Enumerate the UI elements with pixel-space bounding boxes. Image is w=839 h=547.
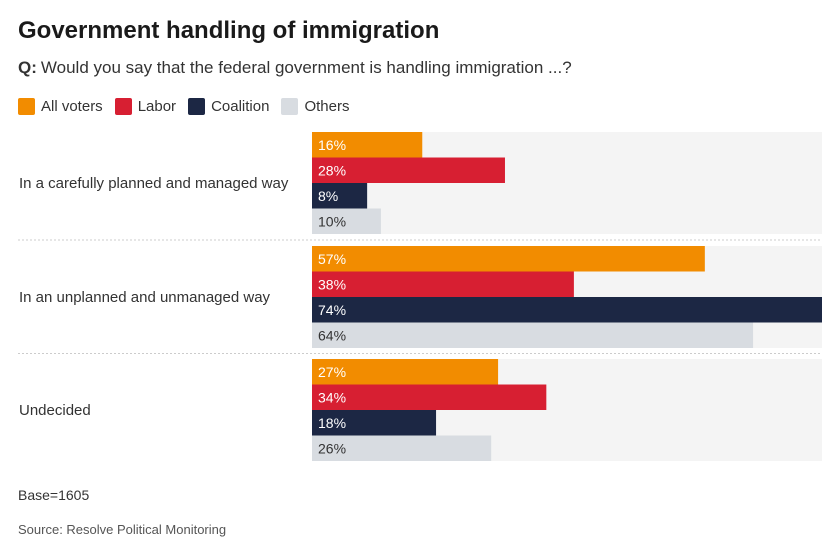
bar-coalition-in-a-carefully-planned-and-managed-way <box>312 183 368 209</box>
value-label-others-in-a-carefully-planned-and-managed-way: 10% <box>318 213 346 229</box>
legend-label-coalition: Coalition <box>211 98 270 115</box>
bar-all-voters-in-a-carefully-planned-and-managed-way <box>312 132 423 158</box>
legend-swatch-others <box>281 98 299 115</box>
value-label-coalition-undecided: 18% <box>318 415 346 431</box>
bar-others-undecided <box>312 435 492 461</box>
legend-item-labor: Labor <box>114 98 177 115</box>
question-prefix: Q: <box>18 58 37 77</box>
base-note: Base=1605 <box>18 487 90 503</box>
legend-swatch-all-voters <box>18 98 35 115</box>
value-label-others-undecided: 26% <box>318 440 346 456</box>
value-label-labor-undecided: 34% <box>318 389 346 405</box>
value-label-all-voters-undecided: 27% <box>318 364 346 380</box>
value-label-coalition-in-a-carefully-planned-and-managed-way: 8% <box>318 188 338 204</box>
value-label-others-in-an-unplanned-and-unmanaged-way: 64% <box>318 327 346 343</box>
bar-others-in-a-carefully-planned-and-managed-way <box>312 208 381 234</box>
legend-label-others: Others <box>304 98 350 115</box>
bar-all-voters-undecided <box>312 359 499 385</box>
legend-label-labor: Labor <box>137 98 177 115</box>
bar-labor-undecided <box>312 384 547 410</box>
bar-others-in-an-unplanned-and-unmanaged-way <box>312 322 754 348</box>
chart-title: Government handling of immigration <box>18 17 440 44</box>
legend-item-coalition: Coalition <box>188 98 269 115</box>
bar-coalition-in-an-unplanned-and-unmanaged-way <box>312 297 822 323</box>
question-line: Q: Would you say that the federal governm… <box>18 58 572 78</box>
category-label-in-a-carefully-planned-and-managed-way: In a carefully planned and managed way <box>19 175 289 192</box>
value-label-labor-in-a-carefully-planned-and-managed-way: 28% <box>318 162 346 178</box>
legend-label-all-voters: All voters <box>41 98 103 115</box>
bar-labor-in-an-unplanned-and-unmanaged-way <box>312 271 574 297</box>
value-label-labor-in-an-unplanned-and-unmanaged-way: 38% <box>318 276 346 292</box>
value-label-all-voters-in-an-unplanned-and-unmanaged-way: 57% <box>318 251 346 267</box>
bar-all-voters-in-an-unplanned-and-unmanaged-way <box>312 246 705 272</box>
legend-swatch-labor <box>114 98 132 115</box>
question-text: Would you say that the federal governmen… <box>40 58 572 77</box>
bar-coalition-undecided <box>312 410 437 436</box>
legend-swatch-coalition <box>188 98 206 115</box>
category-label-in-an-unplanned-and-unmanaged-way: In an unplanned and unmanaged way <box>19 289 271 306</box>
legend: All voters Labor Coalition Others <box>18 98 361 115</box>
category-label-undecided: Undecided <box>19 402 91 419</box>
legend-item-others: Others <box>281 98 349 115</box>
value-label-coalition-in-an-unplanned-and-unmanaged-way: 74% <box>318 302 346 318</box>
source-note: Source: Resolve Political Monitoring <box>18 522 227 537</box>
value-label-all-voters-in-a-carefully-planned-and-managed-way: 16% <box>318 137 346 153</box>
legend-item-all-voters: All voters <box>18 98 103 115</box>
bar-labor-in-a-carefully-planned-and-managed-way <box>312 157 505 183</box>
